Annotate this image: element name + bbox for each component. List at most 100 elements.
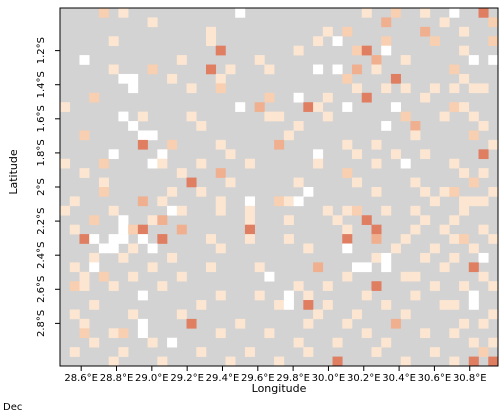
heatmap-cell (420, 328, 431, 339)
heatmap-cell (313, 158, 324, 169)
heatmap-cell (478, 83, 489, 94)
heatmap-cell (478, 318, 489, 329)
heatmap-cell (459, 318, 470, 329)
heatmap-cell (225, 64, 236, 75)
heatmap-cell (449, 215, 460, 225)
heatmap-cell (390, 73, 401, 84)
heatmap-cell (449, 102, 460, 112)
heatmap-cell (410, 130, 421, 141)
heatmap-cell (468, 196, 479, 207)
heatmap-cell (157, 234, 168, 244)
heatmap-cell (459, 196, 470, 207)
heatmap-cell (196, 158, 207, 169)
month-caption: Dec (3, 402, 23, 413)
heatmap-cell (468, 177, 479, 188)
heatmap-cell (176, 55, 187, 65)
heatmap-cell (108, 328, 119, 339)
heatmap-cell (69, 281, 80, 291)
heatmap-cell (410, 224, 421, 235)
heatmap-cell (157, 149, 168, 160)
x-tick-label: 30.4°E (382, 373, 416, 384)
heatmap-cell (313, 36, 324, 46)
heatmap-cell (79, 318, 90, 329)
heatmap-cell (468, 83, 479, 94)
heatmap-cell (390, 243, 401, 254)
heatmap-cell (254, 102, 265, 112)
y-tick-label: 1.8°S (36, 139, 47, 166)
heatmap-cell (254, 262, 265, 273)
heatmap-cell (488, 234, 499, 244)
heatmap-cell (244, 215, 255, 225)
heatmap-cell (342, 168, 353, 178)
heatmap-cell (361, 8, 372, 18)
heatmap-cell (488, 337, 499, 348)
heatmap-cell (478, 8, 489, 18)
heatmap-cell (352, 309, 363, 320)
heatmap-cell (342, 26, 353, 37)
heatmap-cell (137, 139, 148, 150)
heatmap-cell (118, 8, 129, 18)
heatmap-cell (322, 92, 333, 103)
heatmap-cell (79, 168, 90, 178)
heatmap-cell (89, 92, 100, 103)
heatmap-cell (89, 234, 100, 244)
heatmap-cell (303, 347, 314, 357)
x-axis-label: Longitude (252, 382, 307, 395)
heatmap-cell (468, 130, 479, 141)
heatmap-cell (439, 17, 450, 28)
heatmap-cell (449, 187, 460, 197)
heatmap-cell (79, 328, 90, 339)
heatmap-cell (118, 111, 129, 122)
heatmap-cell (206, 64, 217, 75)
heatmap-cell (449, 328, 460, 339)
heatmap-cell (79, 234, 90, 244)
heatmap-cell (98, 158, 109, 169)
heatmap-cell (137, 196, 148, 207)
heatmap-cell (157, 196, 168, 207)
heatmap-cell (225, 177, 236, 188)
heatmap-cell (215, 168, 226, 178)
heatmap-cell (244, 347, 255, 357)
heatmap-cell (196, 300, 207, 310)
heatmap-cell (108, 243, 119, 254)
heatmap-cell (283, 290, 294, 301)
heatmap-cell (459, 234, 470, 244)
heatmap-cell (322, 300, 333, 310)
heatmap-cell (303, 300, 314, 310)
heatmap-cell (478, 196, 489, 207)
heatmap-cell (400, 158, 411, 169)
heatmap-cell (352, 45, 363, 56)
heatmap-cell (283, 234, 294, 244)
heatmap-cell (206, 26, 217, 37)
heatmap-cell (420, 215, 431, 225)
heatmap-cell (313, 64, 324, 75)
heatmap-cell (429, 347, 440, 357)
x-tick-label: 29.0°E (135, 373, 169, 384)
heatmap-cell (69, 224, 80, 235)
heatmap-cell (361, 328, 372, 339)
heatmap-cell (69, 347, 80, 357)
heatmap-cell (342, 234, 353, 244)
x-tick-label: 30.2°E (347, 373, 381, 384)
heatmap-cell (128, 271, 139, 282)
heatmap-cell (449, 83, 460, 94)
y-tick-label: 1.2°S (36, 37, 47, 64)
heatmap-cell (410, 205, 421, 216)
heatmap-cell (244, 224, 255, 235)
heatmap-cell (167, 139, 178, 150)
heatmap-cell (89, 252, 100, 263)
y-axis-label: Latitude (7, 149, 20, 195)
heatmap-cell (488, 356, 499, 367)
x-tick-label: 28.6°E (64, 373, 98, 384)
heatmap-cell (381, 205, 392, 216)
heatmap-cell (176, 205, 187, 216)
heatmap-cell (274, 300, 285, 310)
heatmap-cell (147, 158, 158, 169)
heatmap-cell (79, 271, 90, 282)
heatmap-cell (381, 36, 392, 46)
heatmap-cell (225, 149, 236, 160)
heatmap-cell (400, 356, 411, 367)
heatmap-cell (137, 111, 148, 122)
heatmap-cell (196, 187, 207, 197)
heatmap-cell (147, 17, 158, 28)
